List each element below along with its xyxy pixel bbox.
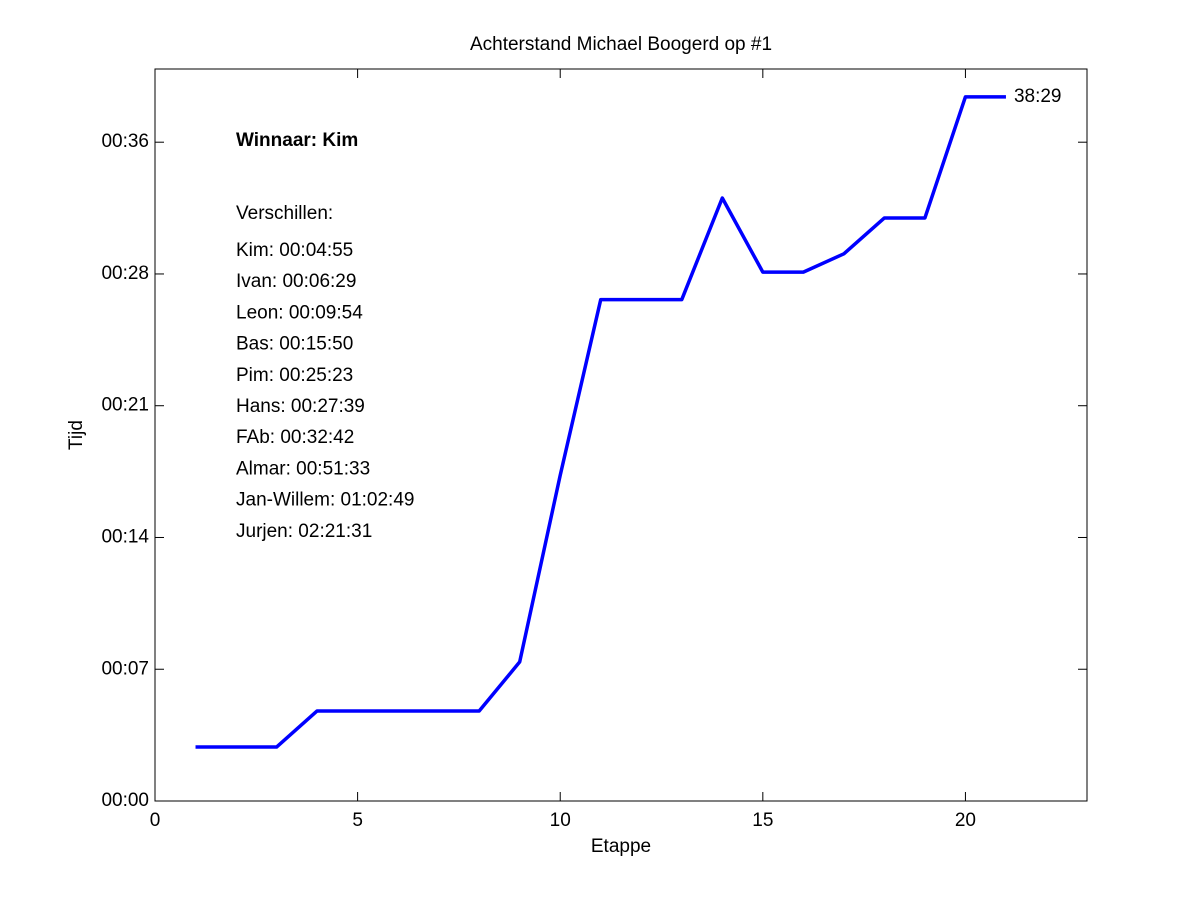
- y-tick-label: 00:28: [101, 263, 149, 284]
- x-tick-label: 10: [550, 810, 571, 831]
- difference-entry: Kim: 00:04:55: [236, 240, 353, 261]
- x-tick-label: 5: [352, 810, 363, 831]
- winner-annotation: Winnaar: Kim: [236, 130, 358, 151]
- x-tick-label: 15: [752, 810, 773, 831]
- y-tick-label: 00:21: [101, 395, 149, 416]
- y-tick-label: 00:07: [101, 658, 149, 679]
- x-tick-label: 20: [955, 810, 976, 831]
- y-tick-label: 00:00: [101, 790, 149, 811]
- difference-entry: Leon: 00:09:54: [236, 302, 363, 323]
- chart-title: Achterstand Michael Boogerd op #1: [470, 34, 772, 55]
- y-axis-label: Tijd: [66, 420, 87, 450]
- plot-area: [154, 68, 1088, 802]
- differences-heading: Verschillen:: [236, 203, 333, 224]
- data-line: [195, 95, 1006, 749]
- x-axis-label: Etappe: [591, 836, 651, 857]
- difference-entry: Jan-Willem: 01:02:49: [236, 490, 414, 511]
- difference-entry: Bas: 00:15:50: [236, 334, 353, 355]
- difference-entry: Pim: 00:25:23: [236, 365, 353, 386]
- difference-entry: Almar: 00:51:33: [236, 458, 370, 479]
- difference-entry: FAb: 00:32:42: [236, 427, 354, 448]
- difference-entry: Hans: 00:27:39: [236, 396, 365, 417]
- y-tick-label: 00:14: [101, 526, 149, 547]
- difference-entry: Jurjen: 02:21:31: [236, 521, 372, 542]
- difference-entry: Ivan: 00:06:29: [236, 271, 356, 292]
- x-tick-label: 0: [150, 810, 161, 831]
- value-label: 38:29: [1014, 86, 1062, 107]
- y-tick-label: 00:36: [101, 131, 149, 152]
